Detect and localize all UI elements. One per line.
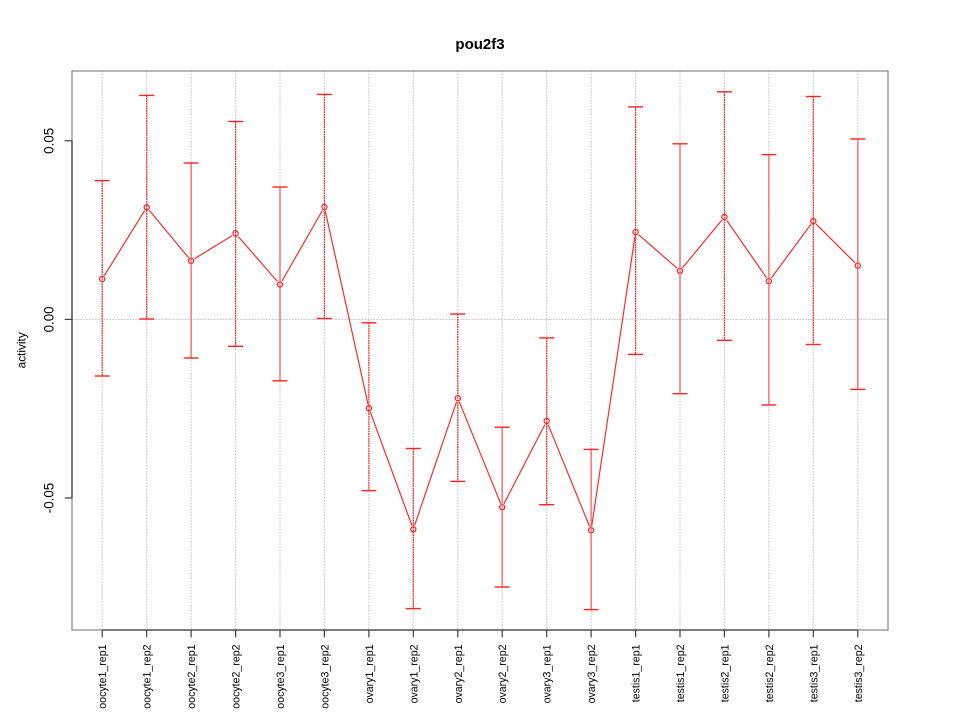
- svg-text:oocyte1_rep2: oocyte1_rep2: [142, 644, 154, 708]
- svg-text:0.00: 0.00: [41, 306, 56, 332]
- svg-text:testis1_rep2: testis1_rep2: [675, 644, 687, 702]
- svg-text:testis2_rep2: testis2_rep2: [764, 644, 776, 702]
- svg-text:testis1_rep1: testis1_rep1: [631, 644, 643, 702]
- svg-text:testis3_rep2: testis3_rep2: [853, 644, 865, 702]
- svg-text:ovary2_rep1: ovary2_rep1: [453, 644, 465, 703]
- svg-text:pou2f3: pou2f3: [455, 36, 504, 53]
- svg-text:ovary3_rep1: ovary3_rep1: [542, 644, 554, 703]
- svg-text:-0.05: -0.05: [41, 483, 56, 514]
- svg-text:oocyte3_rep1: oocyte3_rep1: [275, 644, 287, 708]
- svg-text:oocyte1_rep1: oocyte1_rep1: [97, 644, 109, 708]
- svg-text:ovary3_rep2: ovary3_rep2: [586, 644, 598, 703]
- svg-text:activity: activity: [15, 332, 29, 368]
- svg-text:0.05: 0.05: [41, 128, 56, 154]
- svg-text:ovary1_rep2: ovary1_rep2: [408, 644, 420, 703]
- svg-text:testis2_rep1: testis2_rep1: [719, 644, 731, 702]
- svg-text:ovary1_rep1: ovary1_rep1: [364, 644, 376, 703]
- svg-text:testis3_rep1: testis3_rep1: [808, 644, 820, 702]
- svg-text:oocyte2_rep1: oocyte2_rep1: [186, 644, 198, 708]
- svg-text:ovary2_rep2: ovary2_rep2: [497, 644, 509, 703]
- svg-text:oocyte2_rep2: oocyte2_rep2: [231, 644, 243, 708]
- svg-text:oocyte3_rep2: oocyte3_rep2: [319, 644, 331, 708]
